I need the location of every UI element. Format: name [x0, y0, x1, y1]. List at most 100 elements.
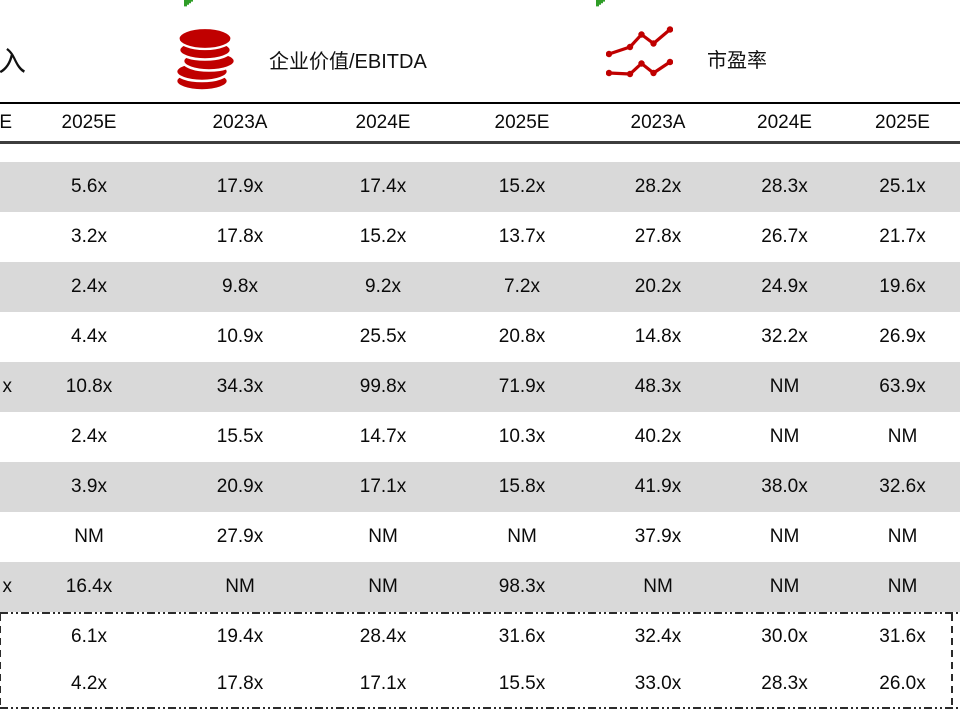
- table-row: 2.4x 9.8x 9.2x 7.2x 20.2x 24.9x 19.6x: [0, 262, 960, 312]
- value-cell: 31.6x: [879, 626, 926, 647]
- value-cell: 24.9x: [761, 276, 808, 297]
- value-cell: NM: [769, 376, 800, 397]
- value-cell: 20.2x: [634, 276, 682, 297]
- value-cell: 26.7x: [761, 226, 808, 247]
- summary-box-left-border: [0, 614, 1, 707]
- value-cell: 13.7x: [498, 226, 546, 247]
- value-cell: 25.5x: [359, 326, 407, 347]
- value-cell: 9.8x: [222, 276, 258, 297]
- column-header: 2023A: [212, 111, 268, 133]
- value-cell: 28.4x: [359, 626, 407, 647]
- value-cell: 33.0x: [634, 672, 682, 694]
- clipped-cell: [0, 660, 12, 707]
- clipped-cell: [0, 262, 12, 312]
- value-cell: 20.9x: [216, 476, 264, 497]
- value-cell: NM: [368, 576, 398, 597]
- value-cell: 17.1x: [359, 672, 407, 694]
- column-header: 2024E: [355, 111, 411, 133]
- value-cell: 63.9x: [879, 376, 926, 397]
- table-body: 5.6x 17.9x 17.4x 15.2x 28.2x 28.3x 25.1x 3.2x 17…: [0, 144, 960, 612]
- value-cell: 99.8x: [359, 376, 407, 397]
- value-cell: 32.6x: [879, 476, 926, 497]
- value-cell: 15.8x: [498, 476, 546, 497]
- clipped-cell: [0, 162, 12, 212]
- summary-box-bottom-border: [0, 707, 960, 709]
- value-cell: 15.2x: [498, 176, 546, 197]
- value-cell: 31.6x: [498, 626, 546, 647]
- clipped-cell: [0, 412, 12, 462]
- value-cell: NM: [225, 576, 255, 597]
- value-cell: 21.7x: [879, 226, 926, 247]
- value-cell: 28.2x: [634, 176, 682, 197]
- value-cell: NM: [368, 526, 398, 547]
- value-cell: 25.1x: [879, 176, 926, 197]
- value-cell: 19.4x: [216, 626, 264, 647]
- value-cell: 15.2x: [359, 226, 407, 247]
- coin-stack-icon: [174, 26, 237, 92]
- value-cell: 17.8x: [216, 672, 264, 694]
- clipped-cell: x: [2, 576, 13, 597]
- table-row: x 16.4x NM NM 98.3x NM NM NM: [0, 562, 960, 612]
- value-cell: 17.9x: [216, 176, 264, 197]
- column-header: 2025E: [875, 111, 930, 133]
- value-cell: 4.4x: [71, 326, 107, 347]
- clipped-cell: [0, 614, 12, 660]
- table-row: 6.1x 19.4x 28.4x 31.6x 32.4x 30.0x 31.6x: [0, 614, 960, 660]
- value-cell: 32.2x: [761, 326, 808, 347]
- clipped-cell: x: [2, 376, 13, 397]
- value-cell: 10.9x: [216, 326, 264, 347]
- table-row: x 10.8x 34.3x 99.8x 71.9x 48.3x NM 63.9x: [0, 362, 960, 412]
- value-cell: 26.0x: [879, 672, 926, 694]
- value-cell: 17.4x: [359, 176, 407, 197]
- clipped-cell: [0, 512, 12, 562]
- value-cell: NM: [887, 426, 918, 447]
- trend-lines-icon: [606, 26, 673, 78]
- value-cell: 28.3x: [761, 672, 808, 694]
- ev-ebitda-label: 企业价值/EBITDA: [269, 51, 427, 73]
- table-row: NM 27.9x NM NM 37.9x NM NM: [0, 512, 960, 562]
- value-cell: 71.9x: [498, 376, 546, 397]
- value-cell: NM: [887, 526, 918, 547]
- table-row: 4.4x 10.9x 25.5x 20.8x 14.8x 32.2x 26.9x: [0, 312, 960, 362]
- clipped-cell: [0, 462, 12, 512]
- value-cell: 2.4x: [71, 426, 107, 447]
- green-corner-mark-icon: [184, 0, 193, 7]
- value-cell: NM: [507, 526, 537, 547]
- value-cell: 41.9x: [634, 476, 682, 497]
- value-cell: 4.2x: [71, 672, 107, 694]
- value-cell: NM: [769, 526, 800, 547]
- value-cell: 10.8x: [65, 376, 113, 397]
- value-cell: 30.0x: [761, 626, 808, 647]
- value-cell: 19.6x: [879, 276, 926, 297]
- clipped-cell: [0, 312, 12, 362]
- column-header: 2025E: [494, 111, 550, 133]
- value-cell: 20.8x: [498, 326, 546, 347]
- value-cell: 28.3x: [761, 176, 808, 197]
- value-cell: 6.1x: [71, 626, 107, 647]
- value-cell: 5.6x: [71, 176, 107, 197]
- summary-box-right-border: [951, 614, 953, 707]
- green-corner-mark-icon: [596, 0, 605, 7]
- column-header: 2025E: [61, 111, 117, 133]
- value-cell: 32.4x: [634, 626, 682, 647]
- value-cell: NM: [769, 576, 800, 597]
- value-cell: 9.2x: [365, 276, 401, 297]
- value-cell: 17.1x: [359, 476, 407, 497]
- column-header: 2023A: [630, 111, 686, 133]
- value-cell: NM: [74, 526, 104, 547]
- value-cell: 3.2x: [71, 226, 107, 247]
- table-row: 3.2x 17.8x 15.2x 13.7x 27.8x 26.7x 21.7x: [0, 212, 960, 262]
- value-cell: 17.8x: [216, 226, 264, 247]
- value-cell: 15.5x: [216, 426, 264, 447]
- table-row: 5.6x 17.9x 17.4x 15.2x 28.2x 28.3x 25.1x: [0, 162, 960, 212]
- value-cell: NM: [769, 426, 800, 447]
- value-cell: 27.9x: [216, 526, 264, 547]
- summary-body: 6.1x 19.4x 28.4x 31.6x 32.4x 30.0x 31.6x 4.2x 17…: [0, 614, 960, 707]
- value-cell: 26.9x: [879, 326, 926, 347]
- value-cell: 15.5x: [498, 672, 546, 694]
- table-row: 4.2x 17.8x 17.1x 15.5x 33.0x 28.3x 26.0x: [0, 660, 960, 707]
- value-cell: 16.4x: [65, 576, 113, 597]
- value-cell: 3.9x: [71, 476, 107, 497]
- value-cell: 34.3x: [216, 376, 264, 397]
